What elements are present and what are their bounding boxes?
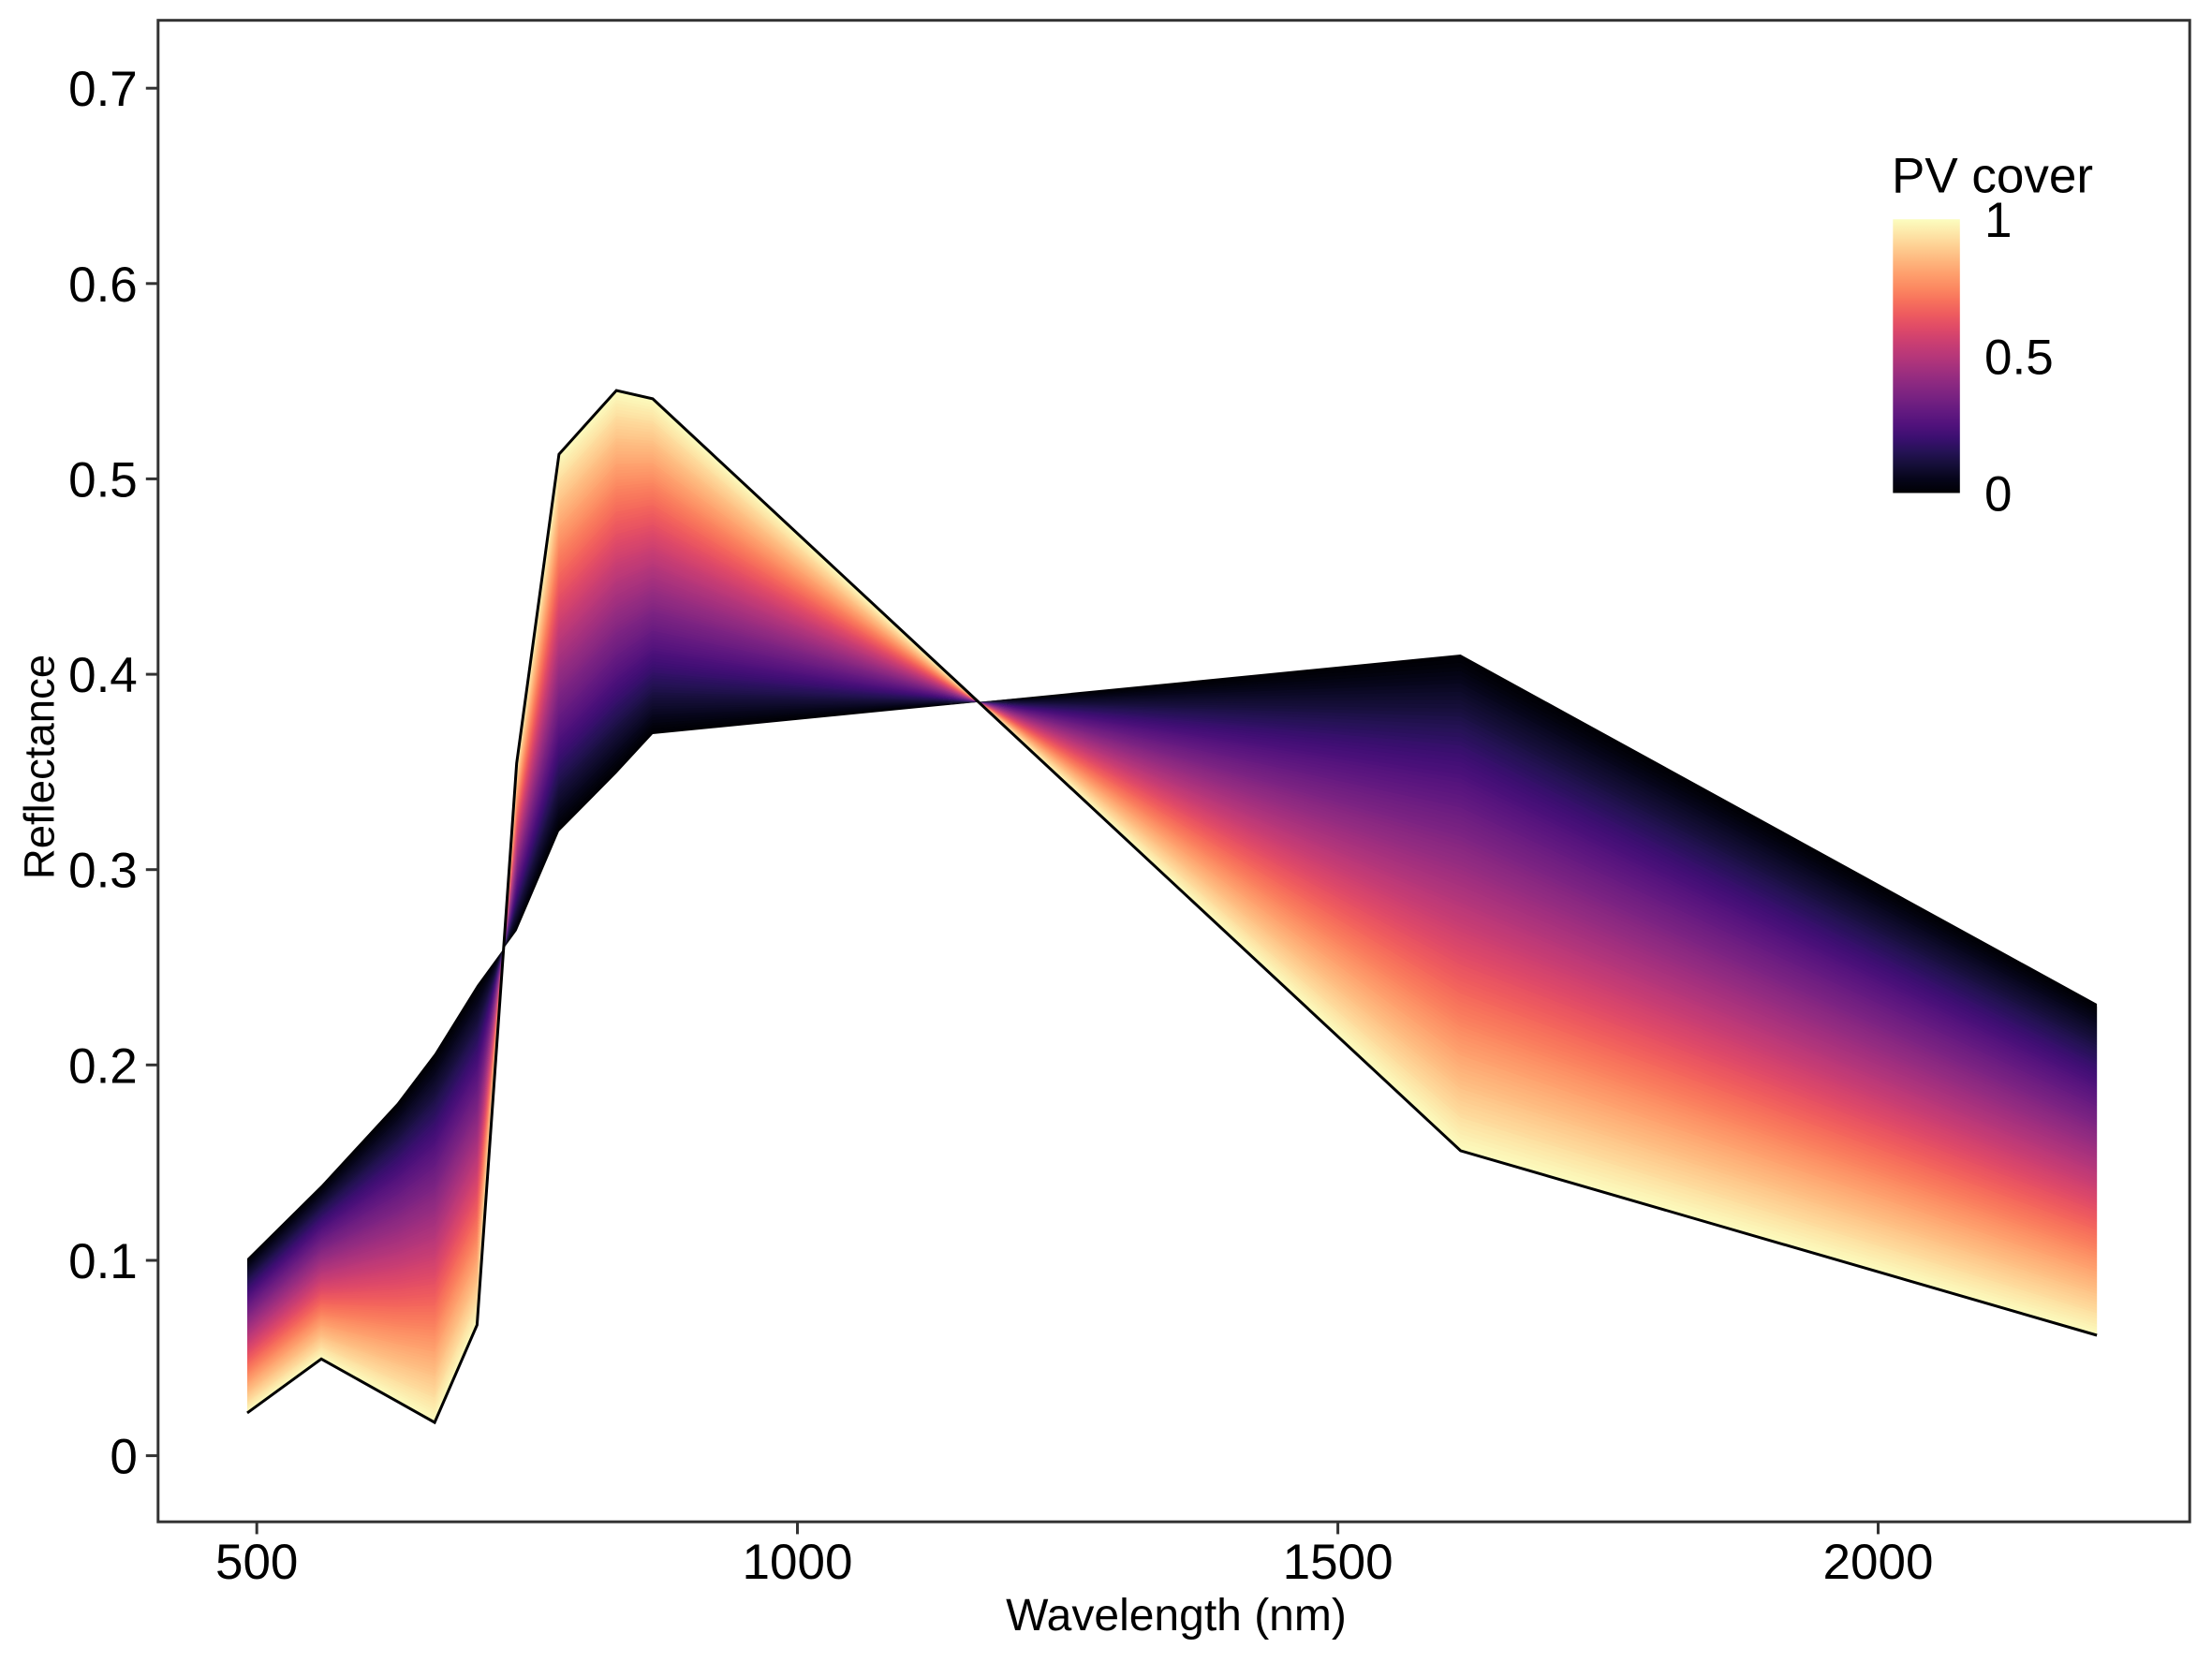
svg-text:0.1: 0.1 [68,1234,138,1289]
svg-text:1: 1 [1984,193,2012,248]
svg-text:Wavelength (nm): Wavelength (nm) [1006,1591,1347,1641]
svg-text:Reflectance: Reflectance [16,655,64,879]
svg-text:0.3: 0.3 [68,844,138,899]
svg-text:0.7: 0.7 [68,62,138,117]
svg-text:0.5: 0.5 [68,452,138,508]
svg-text:1000: 1000 [743,1535,853,1590]
svg-text:0.6: 0.6 [68,258,138,313]
svg-text:1500: 1500 [1283,1535,1394,1590]
svg-text:0: 0 [110,1430,137,1485]
svg-text:0: 0 [1984,467,2012,522]
svg-text:0.2: 0.2 [68,1038,138,1094]
svg-text:500: 500 [215,1535,298,1590]
svg-text:0.4: 0.4 [68,648,138,703]
svg-text:PV cover: PV cover [1892,148,2093,203]
svg-text:0.5: 0.5 [1984,330,2054,385]
svg-text:2000: 2000 [1823,1535,1934,1590]
